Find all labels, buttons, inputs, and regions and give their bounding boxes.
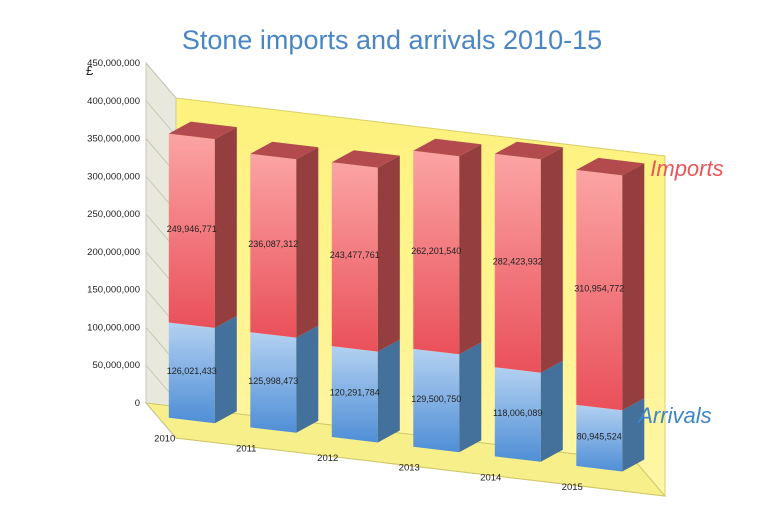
bar-group-2013: 129,500,750 262,201,540 2013 [399,138,482,474]
y-tick-label: 300,000,000 [87,171,140,182]
y-tick-label: 350,000,000 [87,134,140,145]
y-axis-unit: £ [86,63,94,78]
bar-imports-side [296,147,319,338]
data-label-imports: 236,087,312 [248,239,298,249]
bar-imports-side [377,155,400,352]
data-label-imports: 310,954,772 [574,283,624,293]
bar-arrivals-front [494,367,541,462]
data-label-arrivals: 126,021,433 [167,366,217,376]
y-tick-label: 450,000,000 [87,58,140,69]
y-tick-label: 100,000,000 [87,322,140,333]
y-tick-label: 150,000,000 [87,285,140,296]
legend-arrivals: Arrivals [636,403,711,428]
legend-imports: Imports [650,156,723,181]
x-tick-label: 2014 [480,472,501,483]
data-label-arrivals: 80,945,524 [577,431,622,441]
data-label-imports: 243,477,761 [330,250,380,260]
bar-imports-top [331,150,400,168]
bar-imports-top [576,157,645,176]
gridline-side [145,100,177,137]
bar-arrivals-front [250,332,297,433]
bar-group-2015: 80,945,524 310,954,772 2015 [562,157,645,493]
gridline-side [145,402,177,439]
gridline-side [145,62,177,99]
y-tick-label: 250,000,000 [87,209,140,220]
y-tick-label: 200,000,000 [87,247,140,258]
bar-group-2011: 125,998,473 236,087,312 2011 [236,141,319,454]
chart-title: Stone imports and arrivals 2010-15 [182,25,602,55]
bar-imports-front [576,169,623,411]
bar-imports-top [168,121,237,140]
x-tick-label: 2011 [236,443,256,454]
bar-arrivals-side [296,325,319,433]
y-tick-label: 50,000,000 [92,360,140,371]
x-tick-label: 2013 [399,463,420,474]
bar-arrivals-front [413,348,460,453]
bar-imports-front [331,162,378,352]
bar-imports-side [459,144,482,355]
bar-arrivals-side [214,315,237,424]
bar-arrivals-side [622,398,645,472]
data-label-arrivals: 125,998,473 [248,376,298,386]
data-label-imports: 262,201,540 [411,246,461,256]
data-label-imports: 282,423,932 [493,257,543,267]
bar-imports-top [413,138,482,157]
y-tick-label: 400,000,000 [87,96,140,107]
bar-imports-side [540,147,563,373]
data-label-arrivals: 118,006,089 [493,408,542,418]
bar-imports-side [622,163,645,411]
bar-imports-front [250,153,297,338]
bar-imports-front [494,153,541,373]
bar-arrivals-front [576,404,623,472]
bar-arrivals-side [377,339,400,443]
data-label-imports: 249,946,771 [167,224,217,234]
y-tick-label: 0 [135,398,140,409]
bar-imports-front [168,133,215,328]
bar-group-2014: 118,006,089 282,423,932 2014 [480,141,563,483]
bar-arrivals-front [168,322,215,424]
x-tick-label: 2012 [317,453,338,464]
bar-imports-front [413,150,460,355]
bar-arrivals-side [540,360,563,462]
bar-group-2012: 120,291,784 243,477,761 2012 [317,150,400,464]
bar-group-2010: 126,021,433 249,946,771 2010 [154,121,237,445]
bar-arrivals-side [459,342,482,453]
x-tick-label: 2015 [562,482,583,493]
data-label-arrivals: 120,291,784 [330,388,380,398]
bar-imports-top [494,141,563,160]
x-tick-label: 2010 [154,434,175,445]
bar-arrivals-front [331,346,378,443]
bar-imports-side [214,127,237,328]
bar-imports-top [250,141,319,160]
data-label-arrivals: 129,500,750 [411,394,461,404]
